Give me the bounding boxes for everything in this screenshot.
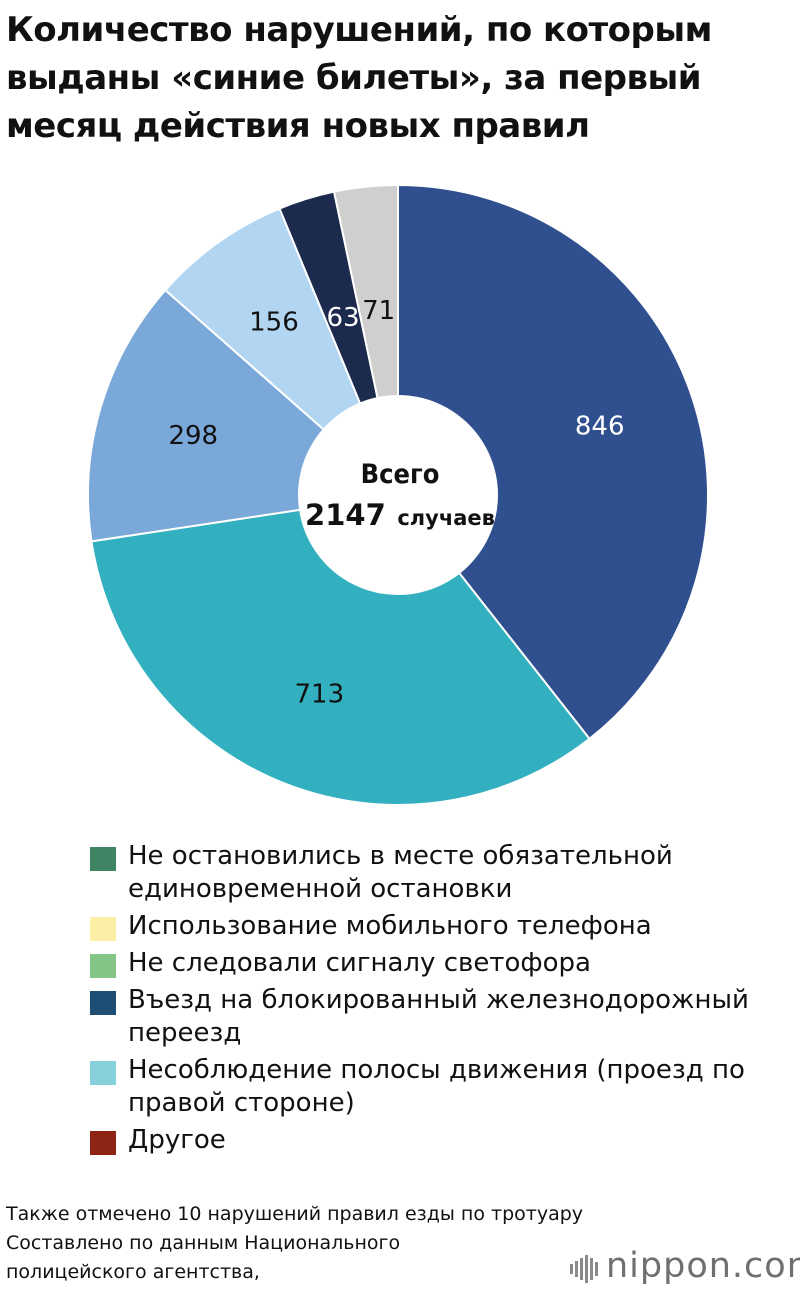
legend-item: Несоблюдение полосы движения (проезд по … [88, 1054, 793, 1120]
donut-slices [87, 183, 709, 806]
center-label-total: Всего [361, 459, 440, 490]
center-label-unit: случаев [397, 506, 495, 530]
legend-item: Не следовали сигналу светофора [88, 947, 793, 980]
legend-item: Использование мобильного телефона [88, 910, 793, 943]
donut-hole [298, 395, 498, 595]
footnote-line: Также отмечено 10 нарушений правил езды … [6, 1203, 584, 1225]
chart-legend: Не остановились в месте обязательной еди… [88, 840, 793, 1161]
legend-label: Не остановились в месте обязательной еди… [128, 841, 673, 904]
brand-logo: nippon.com [570, 1240, 800, 1290]
donut-chart: 846 713 298 156 63 71 Всего 2147 случаев [87, 183, 709, 806]
center-label-number: 2147 [305, 498, 386, 532]
legend-swatch [90, 847, 116, 871]
center-label-count: 2147 случаев [305, 498, 495, 532]
pie-slice-label-4: 63 [326, 303, 359, 333]
legend-label: Въезд на блокированный железнодорожный п… [128, 985, 749, 1048]
footnote-line: Составлено по данным Национального [6, 1232, 401, 1254]
legend-swatch [90, 1061, 116, 1085]
legend-item: Другое [88, 1124, 793, 1157]
legend-item: Въезд на блокированный железнодорожный п… [88, 984, 793, 1050]
pie-slice-0 [397, 183, 709, 741]
donut-slice-labels: 846 713 298 156 63 71 [168, 296, 624, 709]
footnote-line: полицейского агентства, [6, 1261, 260, 1283]
legend-swatch [90, 991, 116, 1015]
nippon-logo-icon [570, 1255, 598, 1283]
pie-slice-label-3: 156 [249, 307, 299, 337]
legend-label: Несоблюдение полосы движения (проезд по … [128, 1055, 745, 1118]
pie-slice-1 [90, 493, 591, 806]
pie-slice-label-5: 71 [362, 296, 395, 326]
legend-swatch [90, 1131, 116, 1155]
legend-label: Другое [128, 1125, 226, 1155]
pie-slice-label-2: 298 [168, 421, 218, 451]
pie-slice-label-0: 846 [575, 411, 625, 441]
brand-text: nippon.com [606, 1246, 800, 1286]
legend-swatch [90, 954, 116, 978]
legend-swatch [90, 917, 116, 941]
legend-item: Не остановились в месте обязательной еди… [88, 840, 793, 906]
legend-label: Не следовали сигналу светофора [128, 948, 591, 978]
chart-title: Количество нарушений, по которым выданы … [6, 10, 712, 146]
footnote: Также отмечено 10 нарушений правил езды … [6, 1200, 584, 1287]
pie-slice-label-1: 713 [295, 679, 345, 709]
legend-label: Использование мобильного телефона [128, 911, 652, 941]
